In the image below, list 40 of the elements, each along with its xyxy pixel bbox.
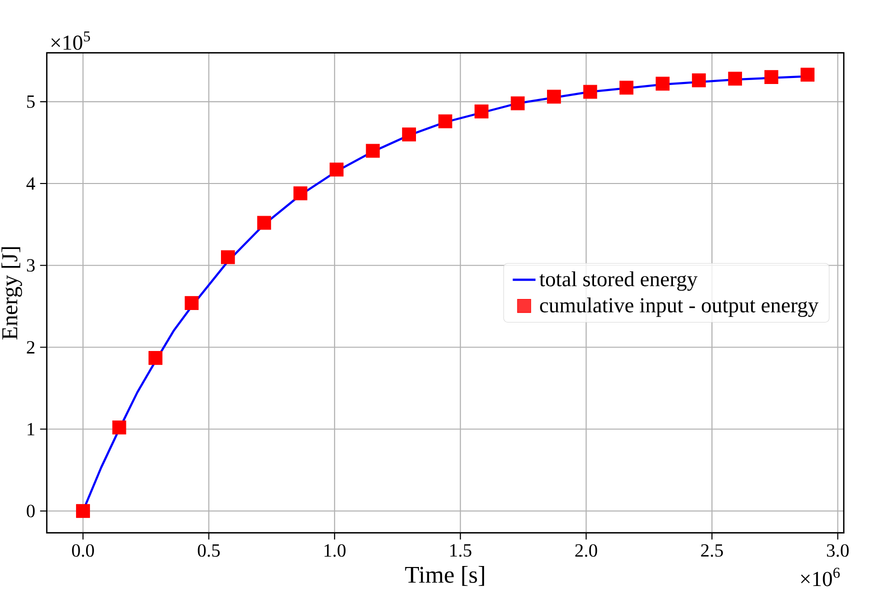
point xyxy=(76,504,90,518)
x-tick-label: 0.0 xyxy=(72,544,94,557)
point xyxy=(293,186,308,200)
text: ×10$^{5}$ xyxy=(51,32,90,50)
y-tick-label: 5 xyxy=(27,95,35,108)
text: ×10$^{6}$ xyxy=(801,568,840,586)
point xyxy=(619,80,634,95)
x-tick-label: 3.0 xyxy=(826,544,849,557)
point xyxy=(184,296,199,310)
point xyxy=(656,76,670,91)
point xyxy=(583,84,598,99)
point xyxy=(547,90,561,104)
legend-label: cumulative input - output energy xyxy=(540,297,818,317)
y-tick-label: 0 xyxy=(26,504,35,518)
point xyxy=(474,104,488,118)
point xyxy=(402,127,416,142)
y-tick-label: 4 xyxy=(26,177,36,190)
x-tick-label: 1.0 xyxy=(324,544,346,557)
point xyxy=(112,420,126,434)
point xyxy=(728,72,742,86)
point xyxy=(220,250,235,264)
y-axis-title: Energy [J] xyxy=(1,247,22,340)
point xyxy=(148,350,162,365)
x-axis-title: Time [s] xyxy=(405,566,484,586)
x-tick-label: 0.5 xyxy=(198,544,220,557)
point xyxy=(438,114,452,128)
y-tick-label: 3 xyxy=(26,259,35,272)
point xyxy=(330,162,344,177)
point xyxy=(800,68,814,82)
point xyxy=(366,144,380,158)
x-tick-label: 1.5 xyxy=(450,544,472,557)
y-tick-label: 1 xyxy=(28,422,34,436)
point xyxy=(510,96,525,110)
point xyxy=(257,216,272,230)
point xyxy=(764,70,778,84)
x-tick-label: 2.0 xyxy=(575,544,598,557)
legend-label: total stored energy xyxy=(539,271,698,291)
x-tick-label: 2.5 xyxy=(701,544,723,557)
y-tick-label: 2 xyxy=(26,341,34,354)
point xyxy=(692,73,706,88)
